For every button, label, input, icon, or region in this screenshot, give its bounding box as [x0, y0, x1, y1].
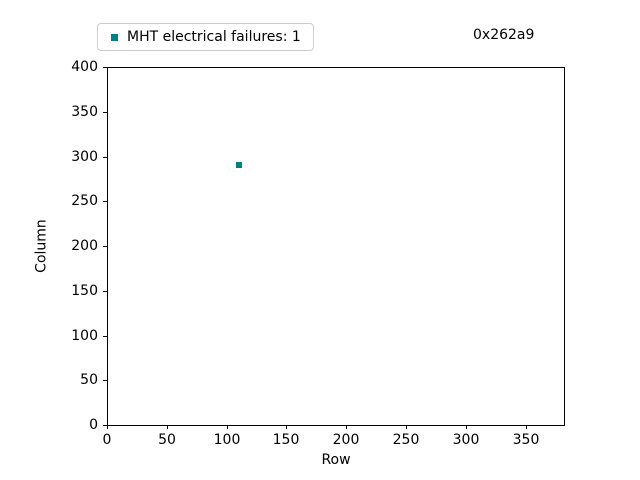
y-tick-label: 350: [71, 104, 98, 120]
x-tick-label: 100: [213, 432, 241, 448]
y-tick-label: 50: [80, 372, 98, 388]
y-tick-label: 250: [71, 193, 98, 209]
x-tick-mark: [346, 425, 347, 429]
legend: MHT electrical failures: 1: [97, 23, 314, 51]
x-tick-mark: [286, 425, 287, 429]
x-tick-label: 0: [102, 432, 112, 448]
y-tick-mark: [103, 246, 107, 247]
x-tick-mark: [167, 425, 168, 429]
y-tick-mark: [103, 157, 107, 158]
legend-label: MHT electrical failures: 1: [127, 28, 301, 45]
x-tick-mark: [526, 425, 527, 429]
y-tick-label: 300: [71, 149, 98, 165]
x-tick-label: 300: [452, 432, 480, 448]
y-tick-mark: [103, 201, 107, 202]
x-axis-label: Row: [321, 452, 351, 468]
y-tick-label: 100: [71, 328, 98, 344]
x-tick-mark: [466, 425, 467, 429]
legend-marker-square-icon: [111, 33, 118, 41]
y-tick-mark: [103, 67, 107, 68]
x-tick-mark: [107, 425, 108, 429]
y-tick-mark: [103, 380, 107, 381]
y-tick-mark: [103, 291, 107, 292]
x-tick-label: 50: [158, 432, 176, 448]
annotation-hex-id: 0x262a9: [473, 27, 535, 43]
x-tick-label: 200: [332, 432, 360, 448]
y-tick-label: 0: [89, 417, 98, 433]
data-point-marker: [235, 162, 242, 169]
x-tick-label: 350: [512, 432, 540, 448]
plot-area: [107, 67, 565, 426]
y-tick-mark: [103, 425, 107, 426]
y-tick-label: 400: [71, 59, 98, 75]
y-tick-mark: [103, 336, 107, 337]
y-tick-mark: [103, 112, 107, 113]
x-tick-label: 250: [392, 432, 420, 448]
x-tick-label: 150: [272, 432, 300, 448]
x-tick-mark: [406, 425, 407, 429]
x-tick-mark: [227, 425, 228, 429]
y-tick-label: 150: [71, 283, 98, 299]
y-tick-label: 200: [71, 238, 98, 254]
